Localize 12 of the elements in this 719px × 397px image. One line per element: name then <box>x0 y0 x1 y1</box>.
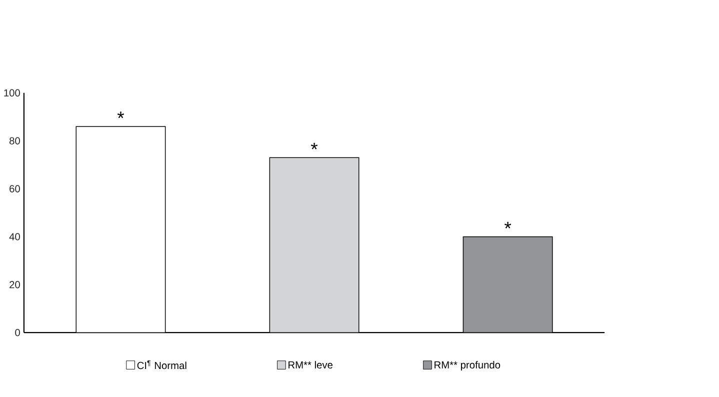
annotation: * <box>504 222 512 229</box>
y-tick-label: 80 <box>10 137 20 145</box>
y-tick-label: 0 <box>15 329 20 336</box>
legend-label: RM** leve <box>288 361 333 369</box>
annotation: * <box>310 142 318 150</box>
y-tick-label: 60 <box>10 185 20 193</box>
legend-label: RM** profundo <box>434 361 500 371</box>
y-tick-label: 20 <box>10 281 20 288</box>
legend-label: CI$^{¶}$ Normal <box>137 360 186 370</box>
y-tick-label: 40 <box>9 233 20 240</box>
annotation: * <box>117 112 124 118</box>
y-tick-label: 100 <box>4 89 20 97</box>
